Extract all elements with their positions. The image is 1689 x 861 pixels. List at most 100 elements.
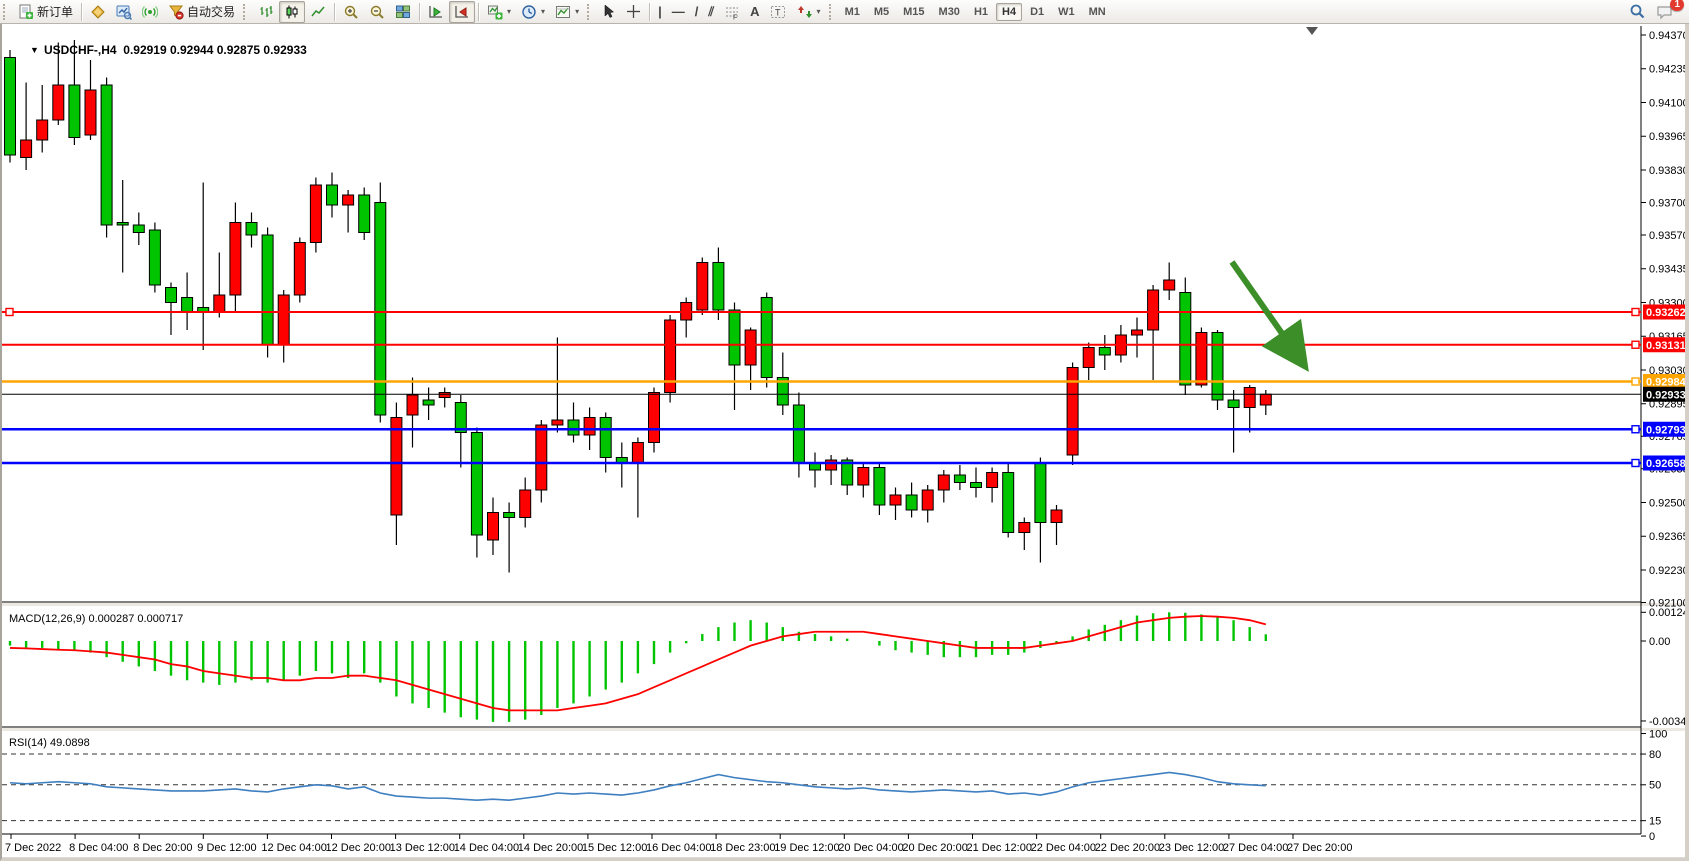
candle-body[interactable] [148,229,161,286]
level-line-handle[interactable] [5,307,14,317]
candle-body[interactable] [551,419,564,426]
tile-windows-button[interactable] [390,1,416,23]
candle-body[interactable] [406,394,419,416]
candle-body[interactable] [277,294,290,346]
candle-body[interactable] [760,297,773,378]
candle-body[interactable] [261,234,274,346]
candle-body[interactable] [454,402,467,433]
candle-body[interactable] [792,404,805,463]
candle-body[interactable] [213,294,226,313]
candle-body[interactable] [599,417,612,458]
templates-button[interactable]: ▾ [550,1,584,23]
candle-body[interactable] [873,467,886,506]
line-chart-button[interactable] [305,1,331,23]
bar-chart-button[interactable] [253,1,279,23]
tab-timeframe-d1[interactable]: D1 [1030,5,1045,18]
text-button[interactable]: A [745,1,764,23]
chart-shift-marker[interactable] [1306,27,1318,35]
candle-body[interactable] [1018,522,1031,533]
candle-body[interactable] [1147,289,1160,331]
candle-body[interactable] [68,84,81,138]
autotrading-button[interactable]: 自动交易 [163,1,240,23]
candle-body[interactable] [36,119,49,141]
candle-body[interactable] [1195,332,1208,386]
candle-body[interactable] [165,287,177,303]
candle-body[interactable] [1259,393,1272,406]
cursor-button[interactable] [597,1,621,23]
candle-body[interactable] [1002,472,1015,533]
vertical-line-button[interactable]: | [653,1,667,23]
panel-separator[interactable] [2,603,1685,606]
candle-body[interactable] [52,84,65,121]
rsi-panel[interactable] [2,753,1641,822]
crosshair-button[interactable] [621,1,646,23]
candle-body[interactable] [132,224,145,233]
chart-shift-button[interactable] [449,0,476,23]
trendline-button[interactable]: / [690,1,704,23]
panel-separator[interactable] [2,728,1685,731]
candle-body[interactable] [487,512,499,541]
candle-body[interactable] [631,442,644,463]
candle-body[interactable] [342,194,355,206]
candle-body[interactable] [390,417,403,516]
new-order-button[interactable]: 新订单 [13,1,78,23]
tab-timeframe-m5[interactable]: M5 [873,5,890,18]
candle-body[interactable] [953,474,966,483]
periods-button[interactable]: ▾ [516,1,550,23]
candle-body[interactable] [470,432,483,536]
candle-body[interactable] [825,459,838,471]
equidistant-channel-button[interactable]: ⫽ [703,1,719,23]
candle-body[interactable] [889,494,902,506]
indicators-button[interactable]: ▾ [482,1,516,23]
fibonacci-button[interactable]: F [719,1,745,23]
candle-body[interactable] [84,89,97,136]
candle-body[interactable] [116,222,129,226]
candle-body[interactable] [744,329,757,366]
candle-body[interactable] [503,512,516,518]
candle-body[interactable] [712,262,725,311]
candlestick-chart-button[interactable] [279,0,306,23]
text-label-button[interactable]: T [765,1,792,23]
candle-body[interactable] [519,489,532,518]
candle-body[interactable] [245,222,258,236]
candle-body[interactable] [1034,462,1047,523]
candle-body[interactable] [20,139,33,158]
candle-body[interactable] [181,297,194,313]
candle-body[interactable] [728,309,741,366]
chart-canvas[interactable]: 0.94370 0.94235 0.94100 0.93965 0.93830 0.937… [2,24,1685,858]
candle-body[interactable] [937,474,950,491]
candle-body[interactable] [986,472,999,488]
horizontal-line-button[interactable]: — [667,1,690,23]
candle-body[interactable] [1050,509,1063,523]
candle-body[interactable] [1131,329,1143,336]
candle-body[interactable] [100,84,113,226]
candle-body[interactable] [905,494,918,511]
macd-panel[interactable] [8,612,1268,722]
candle-body[interactable] [664,319,677,393]
candle-body[interactable] [326,184,338,206]
candle-body[interactable] [4,57,16,156]
candle-body[interactable] [438,392,451,398]
tab-timeframe-m30[interactable]: M30 [938,5,960,18]
candle-body[interactable] [374,202,387,416]
zoom-in-button[interactable] [338,1,364,23]
candle-body[interactable] [648,392,660,443]
terminal-button[interactable] [111,1,137,23]
candle-body[interactable] [1211,332,1224,401]
main-panel[interactable] [2,27,1641,573]
candle-body[interactable] [309,184,322,243]
candle-body[interactable] [1163,279,1176,291]
level-line-handle[interactable] [1631,307,1640,317]
candle-body[interactable] [422,399,435,406]
candle-body[interactable] [229,222,242,296]
level-line-handle[interactable] [1631,425,1640,434]
metaeditor-button[interactable] [85,1,111,23]
zoom-out-button[interactable] [364,1,390,23]
candle-body[interactable] [841,459,854,486]
candle-body[interactable] [1243,387,1256,408]
price-axis[interactable]: 0.94370 0.94235 0.94100 0.93965 0.93830 0.937… [1641,30,1685,843]
level-line-handle[interactable] [1631,340,1640,349]
toolbar-grip[interactable] [3,3,10,20]
candle-body[interactable] [567,419,580,436]
tab-timeframe-mn[interactable]: MN [1088,5,1106,18]
